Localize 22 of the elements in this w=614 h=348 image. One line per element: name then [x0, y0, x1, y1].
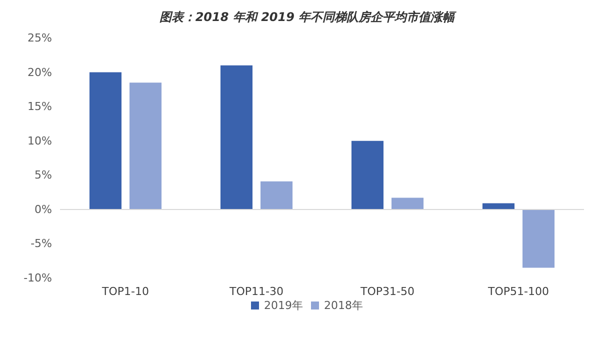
x-tick-label: TOP1-10: [101, 285, 149, 298]
y-tick-label: -10%: [24, 272, 52, 284]
legend-label: 2018年: [324, 299, 363, 312]
bar: [522, 209, 555, 268]
y-tick-label: 0%: [34, 202, 52, 216]
bar: [351, 140, 384, 210]
x-tick-label: TOP31-50: [360, 285, 414, 298]
y-tick-label: -5%: [30, 237, 52, 250]
y-tick-label: 5%: [34, 168, 52, 182]
y-tick-label: 20%: [28, 66, 52, 79]
bar: [130, 82, 162, 210]
y-tick-label: 10%: [28, 134, 52, 148]
chart-title: 图表：2018 年和 2019 年不同梯队房企平均市值涨幅: [159, 10, 457, 24]
bar: [392, 198, 424, 210]
bar: [220, 65, 252, 210]
x-tick-label: TOP51-100: [487, 285, 549, 298]
x-tick-label: TOP11-30: [228, 285, 284, 298]
bar: [89, 72, 122, 210]
bar: [260, 181, 293, 210]
legend-label: 2019年: [264, 299, 304, 312]
y-tick-label: 25%: [28, 32, 52, 44]
y-tick-label: 15%: [28, 100, 52, 114]
